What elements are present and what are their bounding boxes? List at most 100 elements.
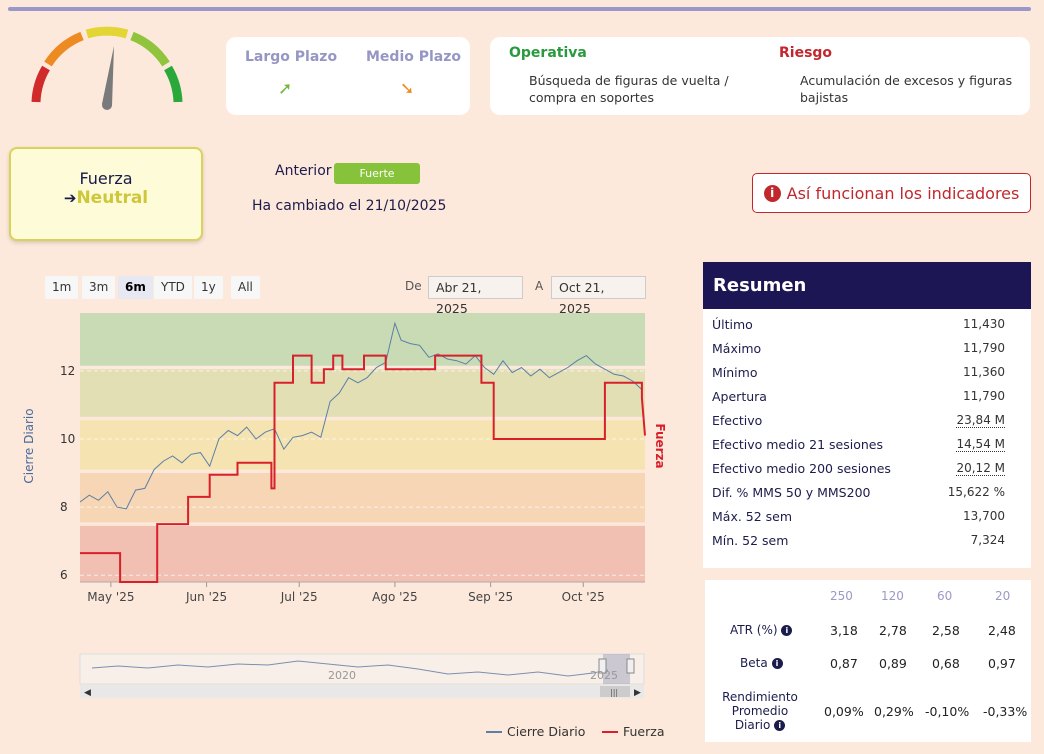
range-button-1m[interactable]: 1m xyxy=(45,276,79,299)
period-header: 60 xyxy=(937,589,953,603)
operativa-title: Operativa xyxy=(509,45,587,61)
range-button-1y[interactable]: 1y xyxy=(194,276,223,299)
navigator-label: 2020 xyxy=(328,669,356,682)
period-header: 20 xyxy=(995,589,1011,603)
period-header: 120 xyxy=(881,589,904,603)
x-tick-label: Oct '25 xyxy=(562,590,605,604)
rend-value: 0,29% xyxy=(874,704,914,719)
resumen-row: Efectivo medio 21 sesiones 14,54 M xyxy=(712,437,1005,461)
chart-band xyxy=(80,473,645,523)
resumen-key: Efectivo medio 21 sesiones xyxy=(712,437,883,452)
atr-value: 3,18 xyxy=(830,623,858,638)
resumen-value: 11,790 xyxy=(963,341,1005,355)
info-icon[interactable]: i xyxy=(774,720,786,731)
operativa-text-line: compra en soportes xyxy=(529,90,654,105)
resumen-key: Dif. % MMS 50 y MMS200 xyxy=(712,485,871,500)
fuerza-value-text: Neutral xyxy=(76,188,149,208)
beta-value: 0,97 xyxy=(988,656,1016,671)
resumen-row: Mínimo 11,360 xyxy=(712,365,1005,389)
chart-band xyxy=(80,420,645,470)
resumen-key: Último xyxy=(712,317,753,332)
legend-line-cierre xyxy=(486,731,502,733)
price-chart: 6 8 10 12 May '25 Jun '25 Jul '25 Ago '25 Sep '2… xyxy=(22,313,667,604)
resumen-value: 7,324 xyxy=(970,533,1005,547)
chart-navigator[interactable]: 2020 2025 ◀ ▶ ||| xyxy=(78,652,646,700)
resumen-value: 13,700 xyxy=(963,509,1005,523)
resumen-value: 15,622 % xyxy=(947,485,1005,499)
resumen-value: 11,790 xyxy=(963,389,1005,403)
x-tick-label: Jun '25 xyxy=(185,590,227,604)
chart-band xyxy=(80,525,645,582)
gauge-icon xyxy=(31,26,183,110)
y-tick-label: 10 xyxy=(60,432,75,446)
fuerza-value: ➔Neutral xyxy=(11,188,201,208)
resumen-value[interactable]: 23,84 M xyxy=(956,413,1005,428)
indicators-info-button[interactable]: i Así funcionan los indicadores xyxy=(752,173,1031,213)
legend-cierre-label[interactable]: Cierre Diario xyxy=(507,724,586,739)
rendimiento-label-line: Promedio xyxy=(731,704,789,718)
operativa-card: Operativa Búsqueda de figuras de vuelta … xyxy=(490,37,1030,115)
resumen-value[interactable]: 20,12 M xyxy=(956,461,1005,476)
resumen-row: Máximo 11,790 xyxy=(712,341,1005,365)
stats-table: 250 120 60 20 ATR (%) i 3,18 2,78 2,58 2… xyxy=(705,580,1031,742)
resumen-table: Último 11,430 Máximo 11,790 Mínimo 11,360 A… xyxy=(703,309,1031,568)
date-to-label: A xyxy=(535,279,544,293)
x-tick-label: Ago '25 xyxy=(372,590,418,604)
resumen-row: Dif. % MMS 50 y MMS200 15,622 % xyxy=(712,485,1005,509)
date-to-input[interactable]: Oct 21, 2025 xyxy=(551,276,646,316)
range-button-3m[interactable]: 3m xyxy=(82,276,116,299)
legend-fuerza-label[interactable]: Fuerza xyxy=(623,724,665,739)
date-from-label: De xyxy=(405,279,422,293)
y-tick-label: 6 xyxy=(60,568,68,582)
period-header: 250 xyxy=(830,589,853,603)
navigator-label-2: 2025 xyxy=(590,669,618,682)
resumen-key: Efectivo medio 200 sesiones xyxy=(712,461,891,476)
scroll-right-icon[interactable]: ▶ xyxy=(634,688,641,698)
rendimiento-label-line: Rendimiento xyxy=(722,690,798,704)
x-tick-label: May '25 xyxy=(87,590,134,604)
resumen-row: Último 11,430 xyxy=(712,317,1005,341)
resumen-row: Mín. 52 sem 7,324 xyxy=(712,533,1005,557)
medio-plazo-label: Medio Plazo xyxy=(366,49,462,65)
rend-value: -0,10% xyxy=(925,704,970,719)
beta-value: 0,87 xyxy=(830,656,858,671)
x-tick-label: Sep '25 xyxy=(468,590,513,604)
series-line-fuerza xyxy=(80,354,646,583)
y-tick-label: 12 xyxy=(60,364,75,378)
y-axis-label: Cierre Diario xyxy=(22,408,36,483)
resumen-key: Mínimo xyxy=(712,365,758,380)
y-tick-label: 8 xyxy=(60,500,68,514)
arrow-right-icon: ➔ xyxy=(63,189,77,207)
chart-band xyxy=(80,369,645,417)
range-button-all[interactable]: All xyxy=(231,276,260,299)
info-icon[interactable]: i xyxy=(771,658,783,669)
fuerza-box: Fuerza ➔Neutral xyxy=(9,147,203,241)
fuerza-title: Fuerza xyxy=(79,169,133,188)
resumen-row: Efectivo 23,84 M xyxy=(712,413,1005,437)
x-tick-label: Jul '25 xyxy=(280,590,318,604)
range-button-ytd[interactable]: YTD xyxy=(154,276,192,299)
resumen-row: Apertura 11,790 xyxy=(712,389,1005,413)
series-line-cierre xyxy=(79,321,643,510)
resumen-value[interactable]: 14,54 M xyxy=(956,437,1005,452)
beta-label-text: Beta xyxy=(740,656,768,670)
trend-card: Largo Plazo ➚ Medio Plazo ➘ xyxy=(226,37,470,115)
atr-value: 2,58 xyxy=(932,623,960,638)
atr-value: 2,48 xyxy=(988,623,1016,638)
range-button-6m[interactable]: 6m xyxy=(118,276,153,299)
scroll-left-icon[interactable]: ◀ xyxy=(84,688,91,698)
date-from-input[interactable]: Abr 21, 2025 xyxy=(428,276,523,316)
scroll-grip-icon[interactable]: ||| xyxy=(610,688,618,697)
y-axis-label-right: Fuerza xyxy=(653,423,667,468)
info-icon[interactable]: i xyxy=(781,625,793,636)
anterior-badge: Fuerte xyxy=(334,163,420,184)
rendimiento-label: Rendimiento Promedio Diario i xyxy=(715,690,805,732)
beta-label: Beta i xyxy=(740,656,783,670)
arrow-down-right-icon: ➘ xyxy=(400,79,415,99)
largo-plazo-label: Largo Plazo xyxy=(245,49,338,65)
anterior-label: Anterior xyxy=(275,163,332,179)
riesgo-text: Acumulación de excesos y figuras bajista… xyxy=(800,72,1012,106)
legend-line-fuerza xyxy=(602,731,618,733)
chart-band xyxy=(80,313,645,366)
beta-value: 0,68 xyxy=(932,656,960,671)
